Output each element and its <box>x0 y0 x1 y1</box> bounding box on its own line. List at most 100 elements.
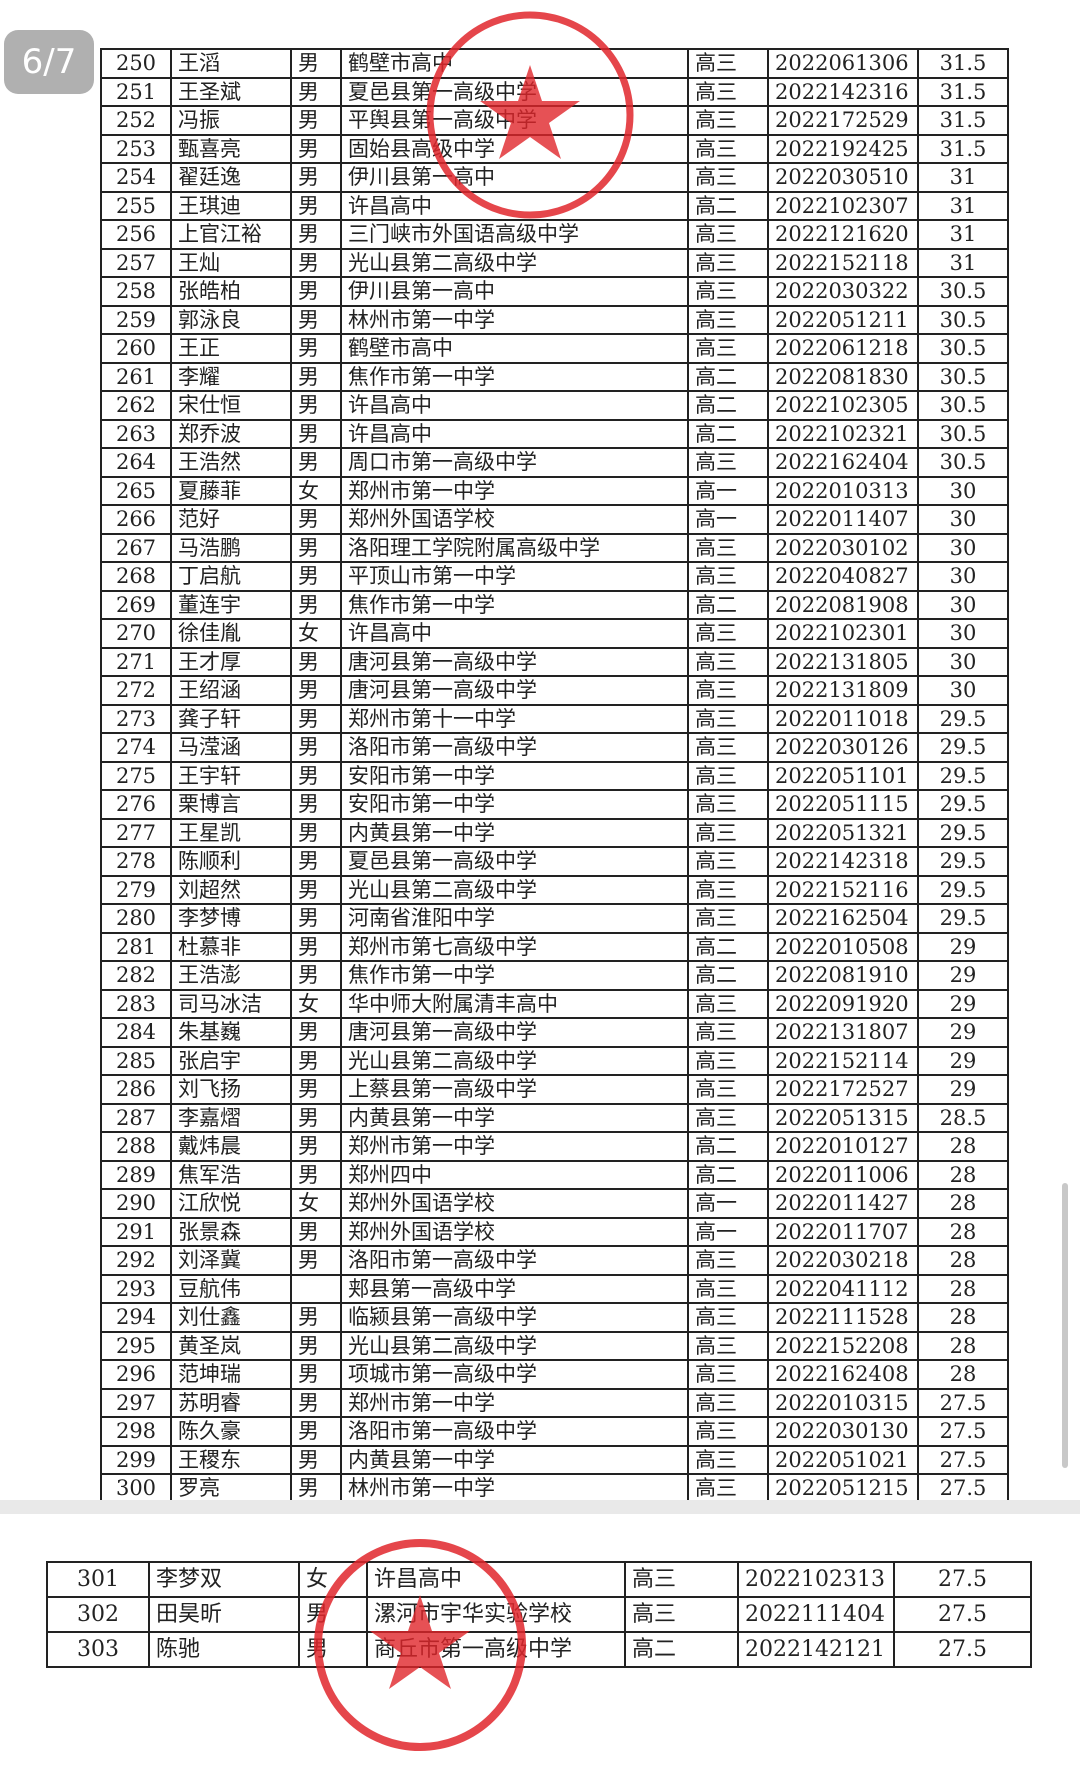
cell-score: 31 <box>917 190 1009 221</box>
table-row: 288 戴炜晨男郑州市第一中学 高二 2022010127 28 <box>100 1131 1009 1162</box>
cell-gender: 男 <box>290 390 342 421</box>
cell-school: 郑州市第一中学 <box>340 1131 689 1162</box>
cell-school: 郑州市第一中学 <box>340 1387 689 1418</box>
cell-grade: 高三 <box>687 903 769 934</box>
cell-id: 2022102313 <box>737 1561 895 1598</box>
cell-score: 31.5 <box>917 76 1009 107</box>
cell-name: 罗亮 <box>170 1473 292 1504</box>
cell-grade: 高三 <box>687 1302 769 1333</box>
cell-num: 303 <box>46 1631 150 1668</box>
cell-school: 郑州市第十一中学 <box>340 703 689 734</box>
cell-gender: 男 <box>290 1473 342 1504</box>
cell-grade: 高三 <box>687 732 769 763</box>
cell-name: 王浩澎 <box>170 960 292 991</box>
cell-name: 王星凯 <box>170 817 292 848</box>
cell-name: 上官江裕 <box>170 219 292 250</box>
cell-num: 275 <box>100 760 172 791</box>
cell-school: 内黄县第一中学 <box>340 1102 689 1133</box>
cell-name: 刘飞扬 <box>170 1074 292 1105</box>
cell-grade: 高三 <box>687 1330 769 1361</box>
cell-gender: 男 <box>290 133 342 164</box>
cell-school: 郑州市第七高级中学 <box>340 931 689 962</box>
cell-num: 269 <box>100 589 172 620</box>
table-row: 289 焦军浩男郑州四中 高二 2022011006 28 <box>100 1159 1009 1190</box>
cell-gender: 男 <box>290 76 342 107</box>
table-row: 292 刘泽冀男洛阳市第一高级中学 高三 2022030218 28 <box>100 1245 1009 1276</box>
table-row: 294 刘仕鑫男临颍县第一高级中学 高三 2022111528 28 <box>100 1302 1009 1333</box>
cell-school: 唐河县第一高级中学 <box>340 646 689 677</box>
cell-score: 29 <box>917 931 1009 962</box>
cell-grade: 高三 <box>687 703 769 734</box>
cell-grade: 高三 <box>687 447 769 478</box>
cell-name: 董连宇 <box>170 589 292 620</box>
cell-school: 许昌高中 <box>340 190 689 221</box>
cell-id: 2022030126 <box>767 732 919 763</box>
table-row: 283 司马冰洁女华中师大附属清丰高中 高三 2022091920 29 <box>100 988 1009 1019</box>
cell-school: 郑州外国语学校 <box>340 1216 689 1247</box>
cell-name: 张启宇 <box>170 1045 292 1076</box>
cell-id: 2022051321 <box>767 817 919 848</box>
cell-score: 27.5 <box>917 1444 1009 1475</box>
cell-name: 王滔 <box>170 48 292 79</box>
cell-grade: 高三 <box>687 1387 769 1418</box>
cell-grade: 高三 <box>687 675 769 706</box>
table-row: 298 陈久豪男洛阳市第一高级中学 高三 2022030130 27.5 <box>100 1416 1009 1447</box>
cell-school: 安阳市第一中学 <box>340 760 689 791</box>
table-row: 270 徐佳胤女许昌高中 高三 2022102301 30 <box>100 618 1009 649</box>
cell-score: 30.5 <box>917 361 1009 392</box>
table-row: 296 范坤瑞男项城市第一高级中学 高三 2022162408 28 <box>100 1359 1009 1390</box>
cell-school: 光山县第二高级中学 <box>340 247 689 278</box>
cell-num: 294 <box>100 1302 172 1333</box>
cell-score: 31 <box>917 247 1009 278</box>
table-row: 263 郑乔波男许昌高中 高二 2022102321 30.5 <box>100 418 1009 449</box>
cell-num: 289 <box>100 1159 172 1190</box>
cell-school: 林州市第一中学 <box>340 304 689 335</box>
cell-school: 洛阳市第一高级中学 <box>340 1416 689 1447</box>
cell-gender: 男 <box>290 418 342 449</box>
cell-num: 258 <box>100 276 172 307</box>
cell-score: 28 <box>917 1359 1009 1390</box>
cell-gender: 男 <box>290 1074 342 1105</box>
cell-num: 262 <box>100 390 172 421</box>
cell-school: 固始县高级中学 <box>340 133 689 164</box>
cell-num: 290 <box>100 1188 172 1219</box>
cell-num: 297 <box>100 1387 172 1418</box>
scrollbar[interactable] <box>1062 1183 1068 1468</box>
cell-school: 内黄县第一中学 <box>340 817 689 848</box>
cell-school: 三门峡市外国语高级中学 <box>340 219 689 250</box>
cell-score: 31.5 <box>917 48 1009 79</box>
cell-grade: 高三 <box>687 561 769 592</box>
cell-num: 263 <box>100 418 172 449</box>
cell-name: 刘泽冀 <box>170 1245 292 1276</box>
cell-score: 27.5 <box>917 1416 1009 1447</box>
cell-num: 281 <box>100 931 172 962</box>
cell-name: 豆航伟 <box>170 1273 292 1304</box>
cell-id: 2022142318 <box>767 846 919 877</box>
cell-school: 夏邑县第一高级中学 <box>340 846 689 877</box>
cell-gender: 男 <box>290 589 342 620</box>
table-row: 287 李嘉熠男内黄县第一中学 高三 2022051315 28.5 <box>100 1102 1009 1133</box>
cell-score: 30.5 <box>917 276 1009 307</box>
cell-id: 2022051101 <box>767 760 919 791</box>
cell-school: 郏县第一高级中学 <box>340 1273 689 1304</box>
cell-num: 301 <box>46 1561 150 1598</box>
cell-name: 夏藤菲 <box>170 475 292 506</box>
cell-name: 李耀 <box>170 361 292 392</box>
cell-name: 王圣斌 <box>170 76 292 107</box>
cell-num: 273 <box>100 703 172 734</box>
cell-num: 266 <box>100 504 172 535</box>
cell-num: 274 <box>100 732 172 763</box>
cell-num: 265 <box>100 475 172 506</box>
cell-name: 李梦博 <box>170 903 292 934</box>
table-row: 285 张启宇男光山县第二高级中学 高三 2022152114 29 <box>100 1045 1009 1076</box>
cell-score: 30.5 <box>917 390 1009 421</box>
cell-num: 272 <box>100 675 172 706</box>
cell-gender: 男 <box>290 304 342 335</box>
table-row: 282 王浩澎男焦作市第一中学 高二 2022081910 29 <box>100 960 1009 991</box>
cell-score: 28.5 <box>917 1102 1009 1133</box>
cell-school: 许昌高中 <box>366 1561 626 1598</box>
cell-name: 陈久豪 <box>170 1416 292 1447</box>
cell-score: 30 <box>917 589 1009 620</box>
table-row: 258 张皓柏男伊川县第一高中 高三 2022030322 30.5 <box>100 276 1009 307</box>
cell-score: 30 <box>917 561 1009 592</box>
